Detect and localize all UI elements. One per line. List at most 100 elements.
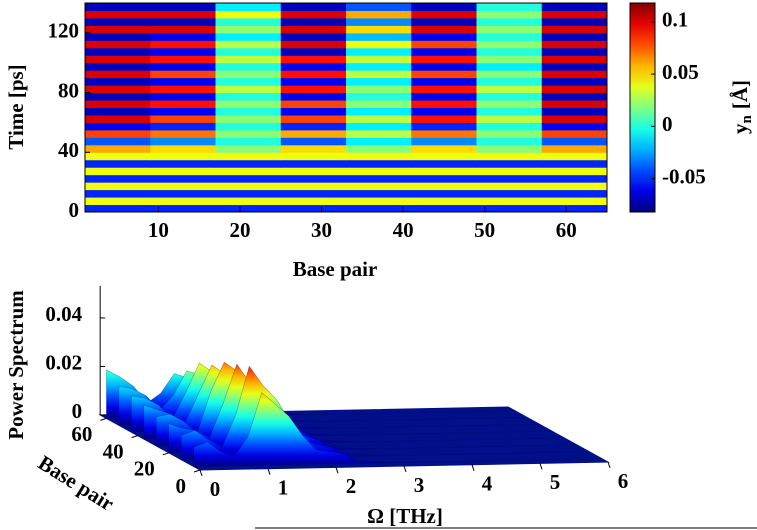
heatmap-cell	[346, 107, 412, 116]
heatmap-cell	[150, 174, 216, 183]
heatmap-cell	[215, 129, 282, 138]
heatmap-cell	[411, 182, 477, 191]
y-tick-label: 0	[69, 198, 80, 222]
y-tick	[100, 417, 107, 421]
heatmap-cell	[280, 92, 347, 101]
heatmap-cell	[346, 137, 412, 146]
heatmap-cell	[215, 114, 282, 123]
heatmap-cell	[346, 114, 412, 123]
z-tick-label: 0	[72, 399, 83, 423]
heatmap-cell	[215, 144, 282, 153]
colorbar-label-unit: [Å]	[728, 80, 752, 109]
heatmap-cell	[215, 189, 282, 198]
heatmap-cell	[411, 189, 477, 198]
y-tick-label: 120	[48, 19, 80, 43]
heatmap-cell	[541, 92, 608, 101]
x-tick-label: 4	[482, 471, 493, 495]
heatmap-cell	[215, 137, 282, 146]
x-tick-label: 1	[278, 475, 289, 499]
x-tick	[471, 464, 475, 471]
heatmap-cell	[215, 204, 282, 213]
heatmap-cell	[85, 92, 151, 101]
heatmap-cell	[280, 100, 347, 108]
heatmap-cell	[280, 197, 347, 206]
heatmap-cell	[411, 47, 477, 56]
colorbar	[629, 2, 656, 213]
heatmap-cell	[150, 159, 216, 168]
heatmap-cell	[150, 25, 216, 34]
heatmap-cell	[476, 92, 543, 101]
heatmap-cell	[476, 197, 543, 206]
omega-axis-label: Ω [THz]	[367, 504, 443, 528]
heatmap-cell	[150, 17, 216, 26]
heatmap-cell	[85, 70, 151, 79]
heatmap-cell	[215, 122, 282, 131]
heatmap-cell	[411, 3, 477, 11]
heatmap-cell	[411, 70, 477, 79]
heatmap-cell	[476, 55, 543, 64]
heatmap-cell	[411, 17, 477, 26]
heatmap-cell	[215, 100, 282, 108]
heatmap-cell	[150, 55, 216, 64]
heatmap-cell	[476, 144, 543, 153]
heatmap-cell	[280, 77, 347, 86]
heatmap-cell	[85, 174, 151, 183]
y-tick-label: 60	[71, 422, 92, 446]
heatmap-cell	[346, 129, 412, 138]
heatmap-cell	[541, 182, 608, 191]
heatmap-cell	[411, 197, 477, 206]
heatmap-cell	[280, 107, 347, 116]
plot-frame	[84, 2, 608, 213]
heatmap-cell	[215, 182, 282, 191]
heatmap-cell	[150, 182, 216, 191]
heatmap-cell	[541, 3, 608, 11]
heatmap-cell	[346, 47, 412, 56]
heatmap-cell	[541, 17, 608, 26]
heatmap-cell	[541, 129, 608, 138]
heatmap-cell	[411, 144, 477, 153]
heatmap-cell	[150, 85, 216, 94]
heatmap-cell	[280, 3, 347, 11]
heatmap-cell	[411, 167, 477, 176]
heatmap-cell	[541, 47, 608, 56]
heatmap-cell	[476, 107, 543, 116]
heatmap-cell	[541, 122, 608, 131]
x-tick-label: 10	[148, 218, 169, 242]
heatmap-cell	[541, 159, 608, 168]
heatmap-cell	[476, 40, 543, 49]
heatmap-cell	[411, 92, 477, 101]
heatmap-cell	[346, 100, 412, 108]
heatmap-cell	[346, 55, 412, 64]
heatmap-cell	[280, 32, 347, 41]
x-tick-label: 20	[229, 218, 250, 242]
heatmap-cell	[215, 159, 282, 168]
heatmap-cell	[280, 137, 347, 146]
heatmap-cell	[346, 174, 412, 183]
heatmap-cell	[150, 197, 216, 206]
heatmap-cell	[411, 159, 477, 168]
heatmap-cell	[411, 204, 477, 213]
heatmap-cell	[346, 62, 412, 71]
heatmap-cell	[150, 189, 216, 198]
heatmap-cell	[280, 167, 347, 176]
heatmap-cell	[85, 144, 151, 153]
heatmap-cell	[476, 114, 543, 123]
heatmap-cell	[85, 159, 151, 168]
heatmap-cell	[411, 25, 477, 34]
heatmap-cell	[541, 85, 608, 94]
y-tick	[193, 469, 201, 473]
heatmap-cell	[215, 55, 282, 64]
heatmap-cell	[215, 197, 282, 206]
heatmap-cell	[346, 25, 412, 34]
heatmap-cell	[150, 129, 216, 138]
heatmap-cell	[411, 32, 477, 41]
heatmap-cell	[150, 62, 216, 71]
heatmap-cell	[85, 197, 151, 206]
heatmap-cell	[411, 114, 477, 123]
heatmap-cell	[476, 85, 543, 94]
colorbar-label-sub: n	[739, 115, 755, 124]
x-tick-label: 50	[474, 218, 495, 242]
heatmap-cell	[215, 85, 282, 94]
heatmap-cell	[346, 77, 412, 86]
heatmap-cell	[346, 167, 412, 176]
